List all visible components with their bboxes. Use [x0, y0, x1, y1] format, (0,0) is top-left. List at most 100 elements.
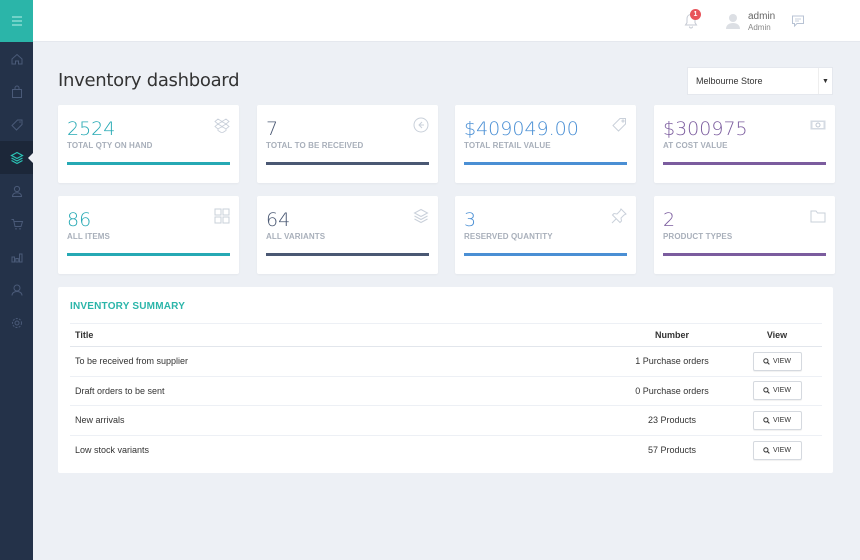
store-select-value: Melbourne Store [696, 76, 763, 86]
arrow-left-circle-icon [413, 117, 429, 133]
view-button-label: VIEW [773, 416, 791, 424]
stat-label: AT COST VALUE [663, 141, 728, 150]
stat-bar [67, 162, 230, 165]
hamburger-icon [11, 16, 22, 26]
bar-chart-icon [11, 253, 22, 262]
user-avatar-icon[interactable] [725, 12, 741, 30]
stat-label: ALL ITEMS [67, 232, 110, 241]
stat-label: TOTAL TO BE RECEIVED [266, 141, 364, 150]
stat-value: 86 [67, 209, 92, 231]
stat-value: 64 [266, 209, 291, 231]
row-title: To be received from supplier [70, 346, 612, 377]
stat-card-to-be-received: 7 TOTAL TO BE RECEIVED [257, 105, 438, 183]
layers-icon [413, 208, 429, 224]
view-button[interactable]: VIEW [752, 440, 802, 460]
pin-icon [611, 208, 627, 224]
summary-table: Title Number View To be received from su… [70, 323, 822, 465]
search-icon [763, 446, 770, 454]
sidebar-item-account[interactable] [0, 273, 33, 306]
sidebar [0, 0, 34, 560]
home-icon [11, 53, 22, 64]
stat-label: TOTAL RETAIL VALUE [464, 141, 551, 150]
users-icon [11, 185, 22, 197]
search-icon [763, 358, 770, 365]
sidebar-item-reports[interactable] [0, 240, 33, 273]
tag-icon [10, 119, 22, 131]
table-row: To be received from supplier 1 Purchase … [70, 346, 822, 377]
tag-icon [612, 118, 626, 132]
layers-icon [9, 151, 24, 164]
stat-card-all-variants: 64 ALL VARIANTS [257, 196, 438, 274]
money-icon [810, 120, 826, 130]
view-button-label: VIEW [773, 387, 791, 395]
dropbox-icon [214, 118, 230, 133]
sidebar-item-customers[interactable] [0, 174, 33, 207]
stat-label: RESERVED QUANTITY [464, 232, 553, 241]
search-icon [763, 387, 770, 395]
cart-icon [11, 218, 23, 230]
user-icon [11, 284, 22, 296]
stat-card-retail-value: $409049.00 TOTAL RETAIL VALUE [455, 105, 636, 183]
sidebar-item-orders[interactable] [0, 75, 33, 108]
row-number: 0 Purchase orders [612, 376, 732, 406]
stat-bar [663, 253, 826, 256]
stat-label: TOTAL QTY ON HAND [67, 141, 153, 150]
chat-icon[interactable] [791, 14, 805, 28]
sidebar-item-cart[interactable] [0, 207, 33, 240]
row-title: Draft orders to be sent [70, 376, 612, 406]
sidebar-item-inventory[interactable] [0, 141, 34, 174]
search-icon [763, 417, 770, 424]
row-number: 1 Purchase orders [612, 346, 732, 377]
stat-value: $409049.00 [464, 118, 579, 140]
page-title: Inventory dashboard [58, 70, 240, 91]
folder-icon [810, 210, 826, 223]
stat-label: ALL VARIANTS [266, 232, 326, 241]
table-row: Draft orders to be sent 0 Purchase order… [70, 376, 822, 406]
shopping-bag-icon [11, 85, 22, 98]
table-row: Low stock variants 57 Products VIEW [70, 435, 822, 465]
summary-title: INVENTORY SUMMARY [70, 301, 186, 312]
table-header-row: Title Number View [70, 323, 822, 347]
notification-badge: 1 [690, 9, 701, 20]
grid-icon [214, 208, 230, 224]
view-button[interactable]: VIEW [752, 381, 802, 401]
stat-bar [464, 162, 627, 165]
caret-down-icon: ▼ [818, 68, 832, 94]
stat-value: 7 [266, 118, 279, 140]
col-title: Title [70, 323, 612, 347]
stat-bar [266, 253, 429, 256]
view-button-label: VIEW [773, 357, 791, 365]
user-role: Admin [748, 23, 771, 32]
row-title: Low stock variants [75, 445, 150, 455]
col-number: Number [612, 323, 732, 347]
stat-value: $300975 [663, 118, 748, 140]
table-row: New arrivals 23 Products VIEW [70, 405, 822, 436]
view-button[interactable]: VIEW [752, 410, 802, 430]
stat-card-all-items: 86 ALL ITEMS [58, 196, 239, 274]
view-button[interactable]: VIEW [752, 351, 802, 371]
sidebar-item-tags[interactable] [0, 108, 33, 141]
stat-label: PRODUCT TYPES [663, 232, 733, 241]
stat-bar [266, 162, 429, 165]
stat-card-cost-value: $300975 AT COST VALUE [654, 105, 835, 183]
top-header [33, 0, 860, 42]
stat-bar [663, 162, 826, 165]
stat-card-reserved-qty: 3 RESERVED QUANTITY [455, 196, 636, 274]
stat-card-product-types: 2 PRODUCT TYPES [654, 196, 835, 274]
stat-bar [67, 253, 230, 256]
row-number: 23 Products [612, 405, 732, 436]
store-select[interactable]: Melbourne Store ▼ [687, 67, 833, 95]
inventory-summary-panel: INVENTORY SUMMARY Title Number View To b… [58, 287, 833, 473]
sidebar-item-settings[interactable] [0, 306, 33, 339]
stat-bar [464, 253, 627, 256]
stat-value: 3 [464, 209, 477, 231]
user-name[interactable]: admin [748, 11, 776, 22]
stat-value: 2 [663, 209, 676, 231]
stat-card-total-qty: 2524 TOTAL QTY ON HAND [58, 105, 239, 183]
menu-toggle-button[interactable] [0, 0, 33, 42]
row-title: New arrivals [70, 405, 612, 436]
gear-icon [11, 317, 22, 328]
view-button-label: VIEW [773, 446, 791, 454]
stat-value: 2524 [67, 118, 116, 140]
sidebar-item-home[interactable] [0, 42, 33, 75]
